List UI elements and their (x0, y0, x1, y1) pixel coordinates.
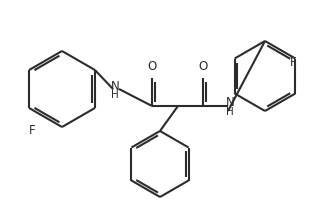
Text: H: H (111, 90, 119, 99)
Text: F: F (290, 55, 296, 68)
Text: O: O (147, 60, 156, 73)
Text: O: O (198, 60, 208, 73)
Text: N: N (111, 79, 119, 92)
Text: N: N (226, 96, 234, 109)
Text: F: F (29, 124, 35, 137)
Text: H: H (226, 107, 234, 116)
